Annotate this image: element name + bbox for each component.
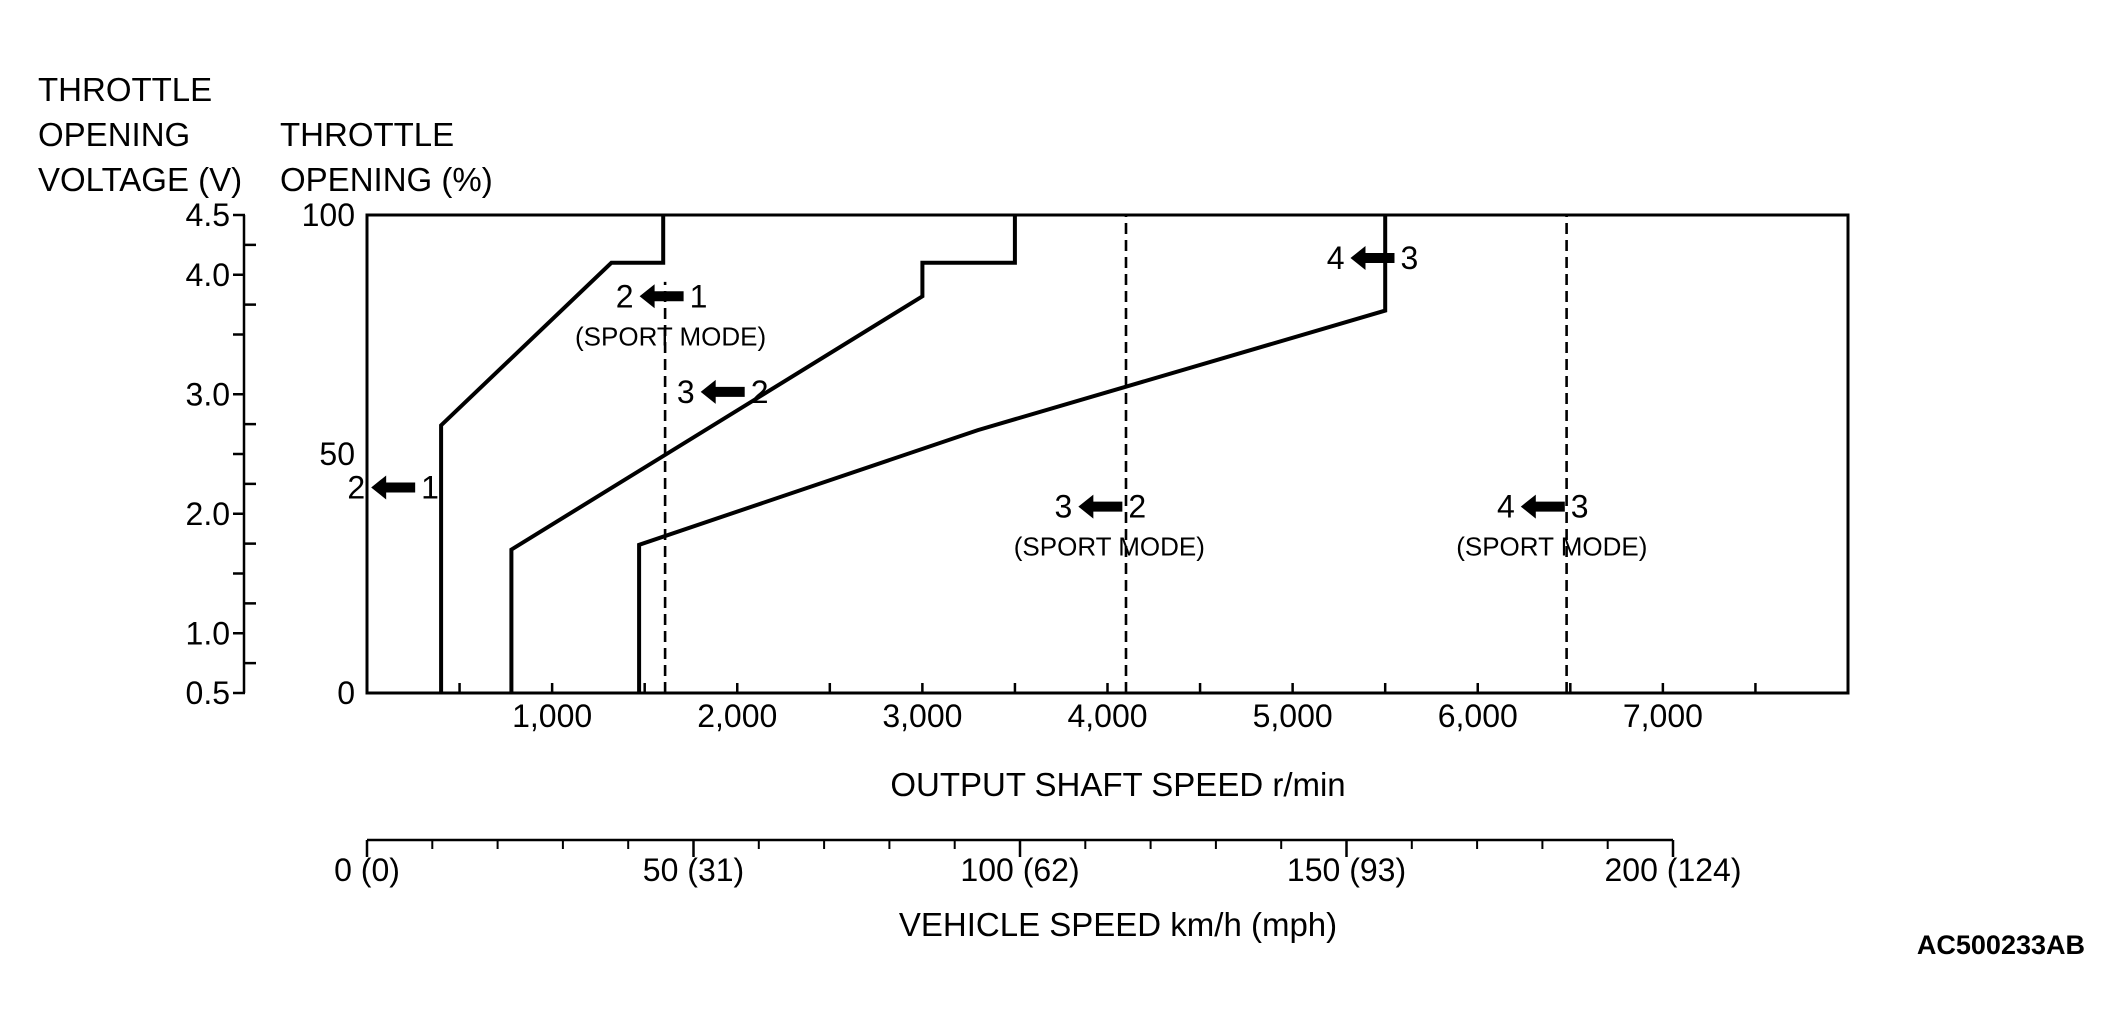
shift-annotations: 2 12 1(SPORT MODE)3 23 2(SPORT MODE)4 34 3(SPO… bbox=[347, 240, 1647, 562]
voltage-tick-label: 2.0 bbox=[186, 496, 230, 532]
shift-to-gear: 4 bbox=[1497, 489, 1515, 525]
sport-mode-label: (SPORT MODE) bbox=[1014, 532, 1205, 562]
shift-arrow-icon bbox=[639, 284, 684, 309]
shift-line-2 bbox=[509, 215, 1017, 693]
vehicle-speed-tick-label: 50 (31) bbox=[643, 852, 744, 888]
shift-from-gear: 2 bbox=[751, 374, 769, 410]
x-tick-label: 1,000 bbox=[512, 698, 592, 734]
shift-from-gear: 3 bbox=[1571, 489, 1589, 525]
shift-from-gear: 1 bbox=[690, 278, 708, 314]
shift-annotation: 4 3 (SPORT MODE) bbox=[1456, 489, 1647, 562]
x-tick-label: 4,000 bbox=[1067, 698, 1147, 734]
shift-line-3 bbox=[637, 215, 1388, 693]
shift-to-gear: 4 bbox=[1327, 240, 1345, 276]
sport-mode-label: (SPORT MODE) bbox=[575, 321, 766, 351]
voltage-axis-title-line-3: VOLTAGE (V) bbox=[38, 161, 242, 198]
shift-lines bbox=[439, 215, 1568, 693]
shift-from-gear: 1 bbox=[421, 469, 439, 505]
x-axis-title: OUTPUT SHAFT SPEED r/min bbox=[890, 766, 1345, 803]
vehicle-speed-tick-label: 200 (124) bbox=[1605, 852, 1742, 888]
x-tick-label: 5,000 bbox=[1253, 698, 1333, 734]
throttle-axis-title-line-1: THROTTLE bbox=[280, 116, 454, 153]
shift-from-gear: 3 bbox=[1400, 240, 1418, 276]
vehicle-speed-tick-label: 0 (0) bbox=[334, 852, 400, 888]
y-tick-label: 0 bbox=[337, 675, 355, 711]
shift-to-gear: 3 bbox=[677, 374, 695, 410]
voltage-tick-label: 1.0 bbox=[186, 615, 230, 651]
shift-to-gear: 3 bbox=[1055, 489, 1073, 525]
voltage-tick-label: 0.5 bbox=[186, 675, 230, 711]
shift-arrow-icon bbox=[700, 379, 745, 404]
shift-arrow-icon bbox=[1520, 494, 1565, 519]
voltage-tick-label: 4.0 bbox=[186, 257, 230, 293]
shift-arrow-icon bbox=[1350, 246, 1395, 271]
shift-to-gear: 2 bbox=[347, 469, 365, 505]
voltage-axis-title-line-2: OPENING bbox=[38, 116, 190, 153]
vehicle-speed-axis: 0 (0) 50 (31) 100 (62) 150 (93) 200 (124) bbox=[334, 840, 1741, 888]
vehicle-speed-tick-label: 100 (62) bbox=[960, 852, 1079, 888]
y-tick-label: 100 bbox=[302, 197, 355, 233]
voltage-tick-label: 3.0 bbox=[186, 376, 230, 412]
y-tick-label: 50 bbox=[319, 436, 355, 472]
x-tick-label: 3,000 bbox=[882, 698, 962, 734]
throttle-opening-axis: 0 50 100 bbox=[302, 197, 355, 711]
shift-annotation: 2 1 (SPORT MODE) bbox=[575, 278, 766, 351]
vehicle-speed-axis-title: VEHICLE SPEED km/h (mph) bbox=[899, 906, 1337, 943]
voltage-axis-title-line-1: THROTTLE bbox=[38, 71, 212, 108]
shift-arrow-icon bbox=[371, 475, 416, 500]
throttle-axis-title-line-2: OPENING (%) bbox=[280, 161, 493, 198]
figure-code: AC500233AB bbox=[1917, 930, 2085, 960]
vehicle-speed-tick-label: 150 (93) bbox=[1287, 852, 1406, 888]
shift-from-gear: 2 bbox=[1128, 489, 1146, 525]
x-tick-label: 6,000 bbox=[1438, 698, 1518, 734]
shift-annotation: 3 2 (SPORT MODE) bbox=[1014, 489, 1205, 562]
shift-to-gear: 2 bbox=[616, 278, 634, 314]
x-tick-label: 2,000 bbox=[697, 698, 777, 734]
voltage-tick-label: 4.5 bbox=[186, 197, 230, 233]
x-tick-label: 7,000 bbox=[1623, 698, 1703, 734]
output-shaft-speed-axis: 1,000 2,000 3,000 4,000 5,000 6,000 7,000 bbox=[458, 683, 1757, 734]
voltage-axis: 4.5 4.0 3.0 2.0 1.0 0.5 bbox=[186, 197, 256, 711]
shift-line-1 bbox=[439, 215, 666, 693]
sport-mode-label: (SPORT MODE) bbox=[1456, 532, 1647, 562]
shift-arrow-icon bbox=[1078, 494, 1123, 519]
axis-titles: THROTTLE OPENING VOLTAGE (V) THROTTLE OP… bbox=[38, 71, 2085, 960]
